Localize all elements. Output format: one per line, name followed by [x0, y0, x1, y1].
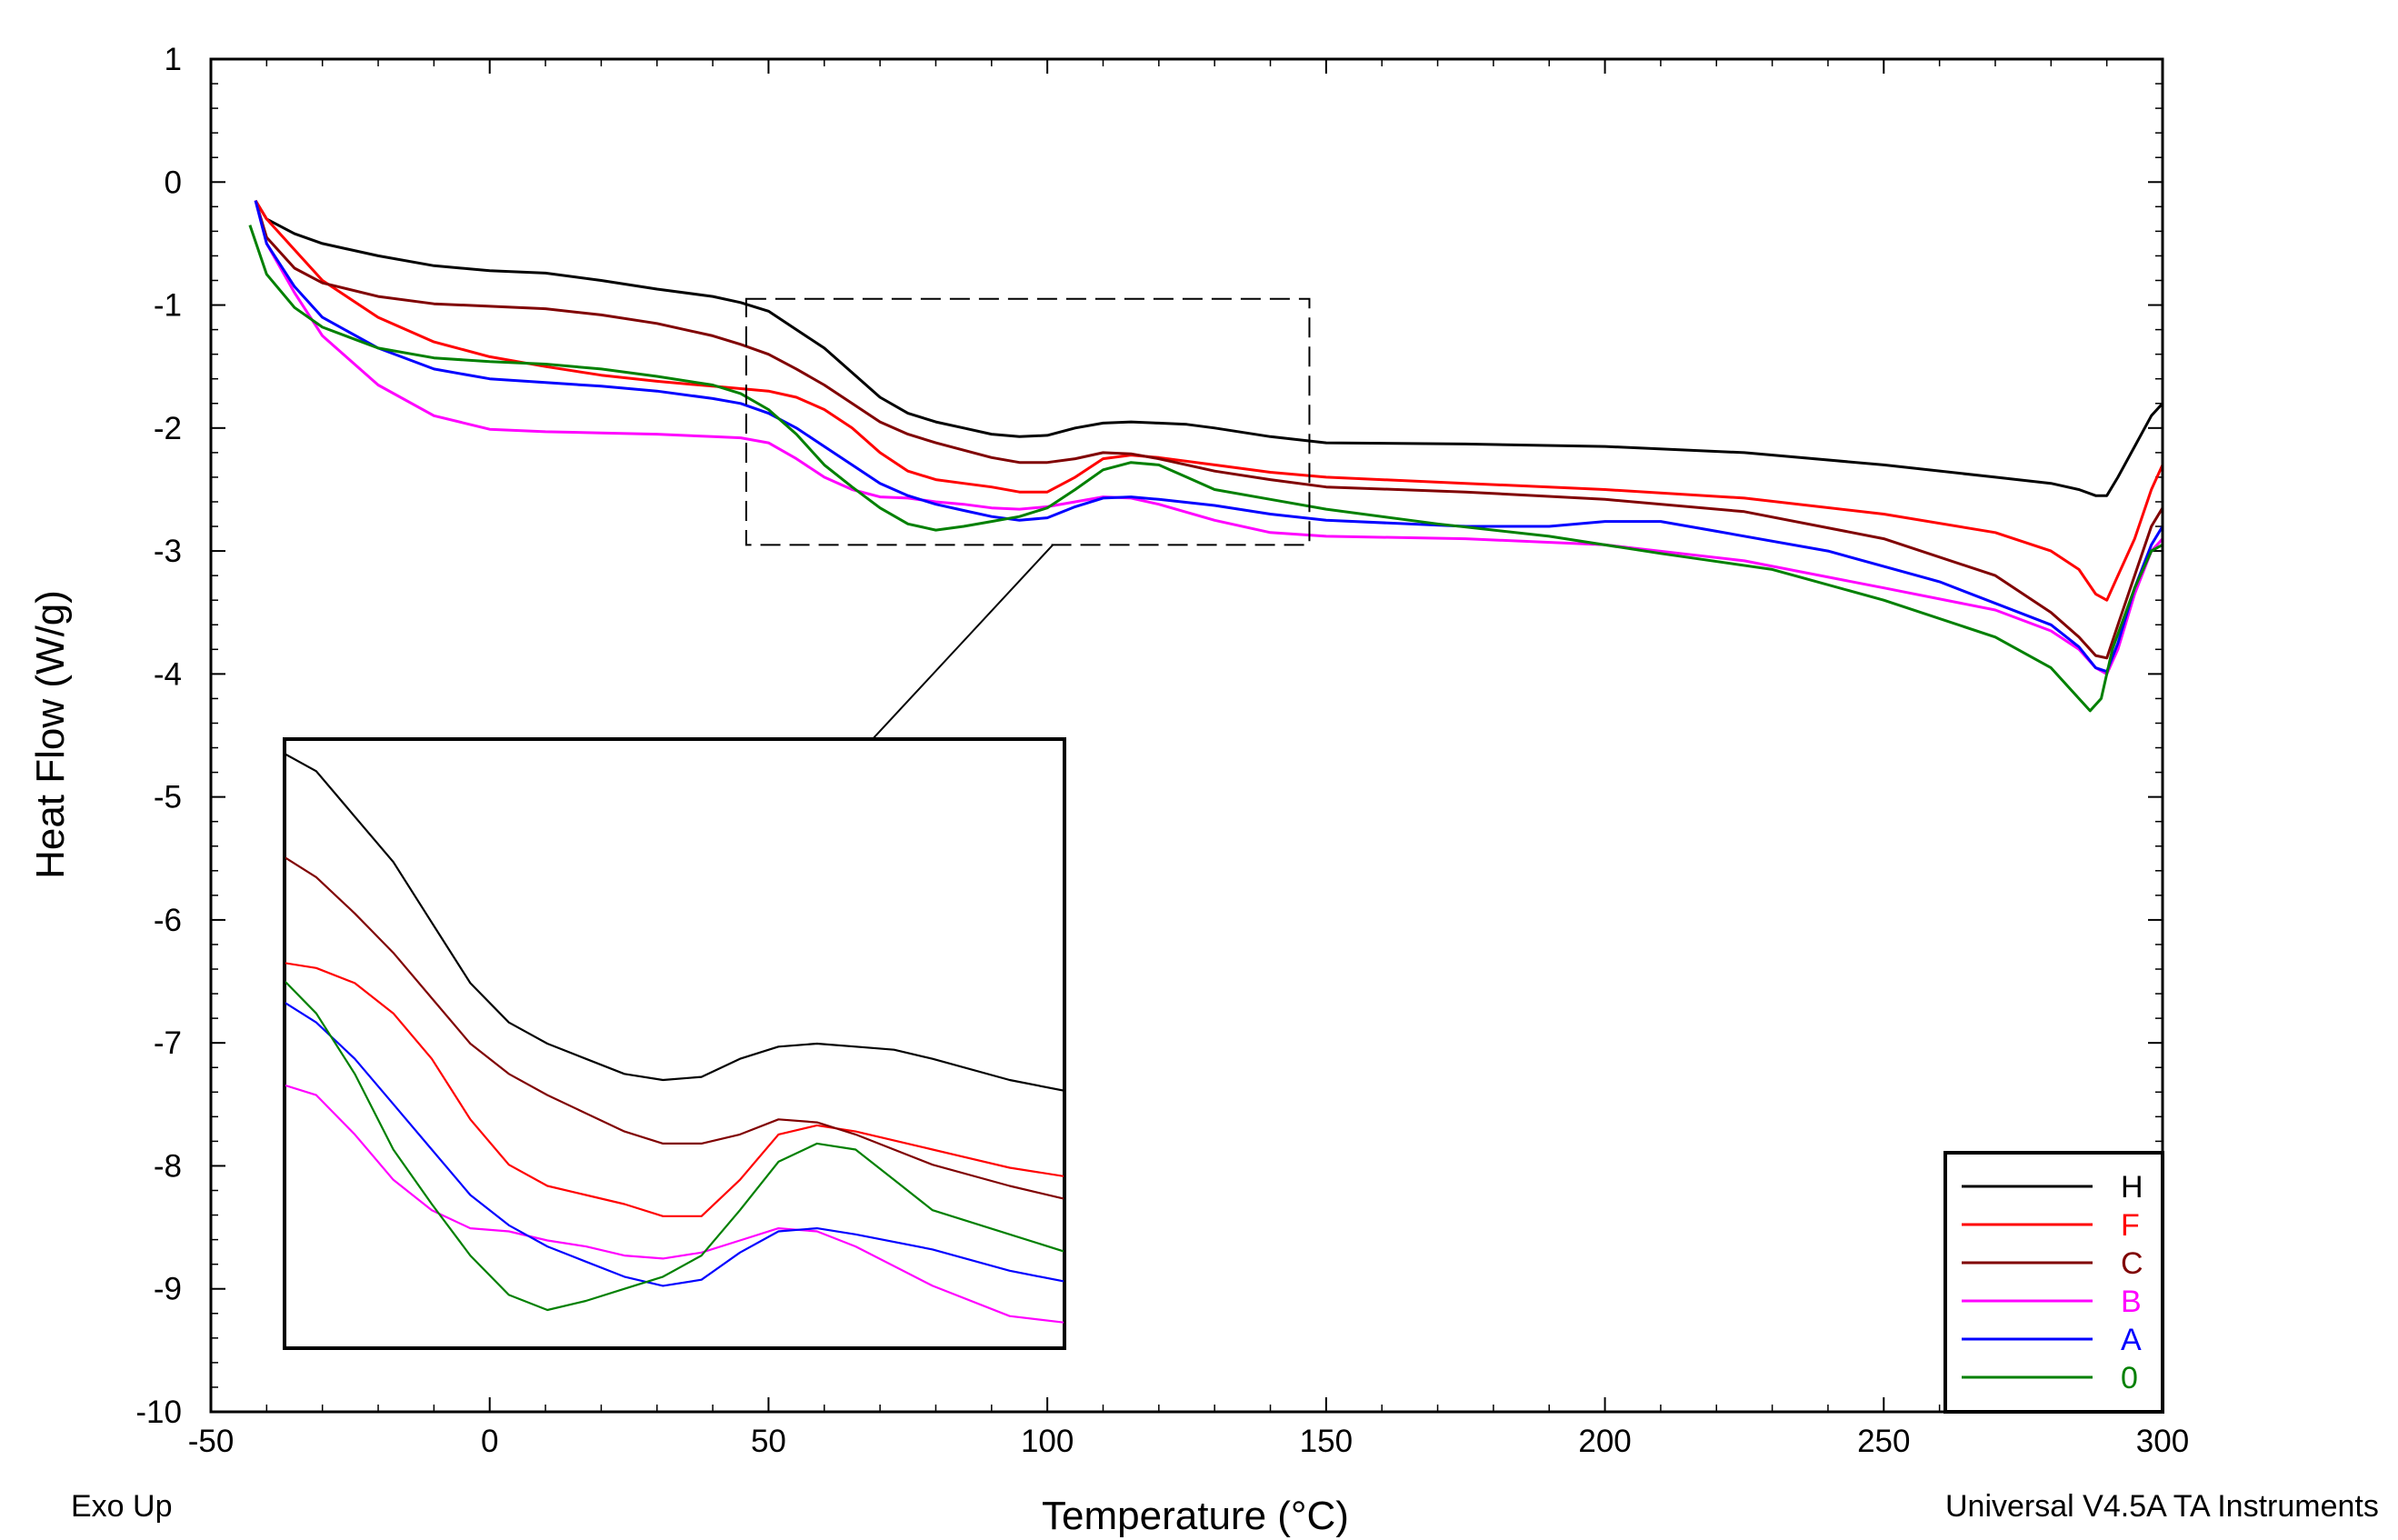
- y-axis-title: Heat Flow (W/g): [28, 590, 73, 879]
- y-tick-label: -8: [154, 1148, 182, 1184]
- y-tick-label: -5: [154, 780, 182, 815]
- y-tick-label: -4: [154, 656, 182, 692]
- x-axis-title: Temperature (°C): [1042, 1494, 1349, 1538]
- legend-label-F: F: [2121, 1208, 2140, 1243]
- inset-series-line-C: [285, 856, 1064, 1200]
- series-line-B: [254, 200, 2163, 675]
- y-tick-label: -7: [154, 1025, 182, 1061]
- x-tick-label: 200: [1578, 1424, 1631, 1459]
- y-tick-label: 1: [165, 42, 182, 77]
- legend-label-C: C: [2121, 1246, 2143, 1281]
- x-tick-label: 50: [751, 1424, 786, 1459]
- series-lines: [248, 199, 2163, 713]
- y-tick-label: -9: [154, 1272, 182, 1307]
- x-tick-label: 0: [481, 1424, 498, 1459]
- y-tick-label: -1: [154, 288, 182, 324]
- y-tick-label: -6: [154, 903, 182, 938]
- series-line-F: [254, 199, 2163, 602]
- plot-frame: [209, 57, 2164, 1414]
- software-version-label: Universal V4.5A TA Instruments: [1945, 1489, 2379, 1524]
- inset-series-line-0: [285, 980, 1064, 1312]
- inset-series-line-F: [285, 962, 1064, 1217]
- y-tick-label: -3: [154, 534, 182, 569]
- y-tick-label: -2: [154, 411, 182, 446]
- inset-series-line-H: [285, 753, 1064, 1092]
- legend-label-H: H: [2121, 1170, 2143, 1205]
- y-tick-label: 0: [165, 165, 182, 200]
- x-tick-label: 300: [2136, 1424, 2189, 1459]
- series-line-C: [254, 200, 2163, 660]
- series-line-0: [248, 225, 2163, 713]
- legend-label-B: B: [2121, 1285, 2142, 1319]
- legend-frame: [1943, 1151, 2164, 1414]
- y-tick-label: -10: [135, 1395, 182, 1430]
- legend-label-A: A: [2121, 1323, 2142, 1357]
- inset-series-line-A: [285, 1002, 1064, 1287]
- inset-series-lines: [285, 753, 1064, 1324]
- zoom-region-box: [744, 297, 1311, 546]
- x-tick-label: 250: [1857, 1424, 1910, 1459]
- x-tick-label: 100: [1021, 1424, 1074, 1459]
- exo-up-label: Exo Up: [71, 1489, 173, 1524]
- legend-label-0: 0: [2121, 1361, 2138, 1395]
- x-tick-label: 150: [1300, 1424, 1353, 1459]
- series-line-A: [254, 200, 2163, 674]
- inset-series-line-B: [285, 1084, 1064, 1324]
- inset-frame: [283, 737, 1066, 1350]
- x-tick-label: -50: [188, 1424, 235, 1459]
- x-axis-ticks: -50 0 50 100 150 200 250 300: [188, 59, 2189, 1459]
- series-line-H: [254, 199, 2163, 497]
